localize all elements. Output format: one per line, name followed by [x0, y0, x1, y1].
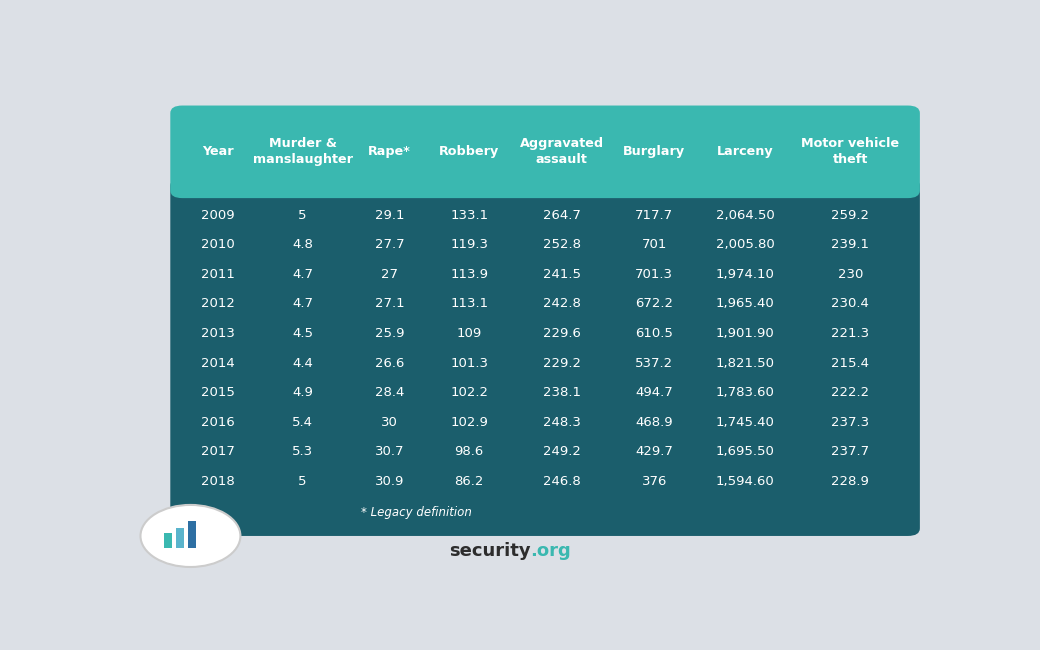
- Text: 228.9: 228.9: [832, 474, 869, 488]
- Text: security: security: [449, 542, 530, 560]
- Text: 2010: 2010: [201, 239, 234, 252]
- Text: 4.9: 4.9: [292, 386, 313, 399]
- Text: Year: Year: [202, 146, 233, 159]
- Text: 2017: 2017: [201, 445, 234, 458]
- Text: 2015: 2015: [201, 386, 234, 399]
- Text: Burglary: Burglary: [623, 146, 685, 159]
- Text: 1,901.90: 1,901.90: [716, 327, 775, 340]
- Text: 264.7: 264.7: [543, 209, 580, 222]
- Text: 2013: 2013: [201, 327, 234, 340]
- Text: 2012: 2012: [201, 298, 234, 311]
- FancyBboxPatch shape: [171, 105, 920, 198]
- Text: 701: 701: [642, 239, 667, 252]
- Text: 1,821.50: 1,821.50: [716, 357, 775, 370]
- Text: 1,695.50: 1,695.50: [716, 445, 775, 458]
- Text: 98.6: 98.6: [454, 445, 484, 458]
- Text: 2,064.50: 2,064.50: [716, 209, 775, 222]
- Text: 26.6: 26.6: [375, 357, 405, 370]
- Circle shape: [140, 505, 240, 567]
- Text: 4.4: 4.4: [292, 357, 313, 370]
- Text: 2009: 2009: [201, 209, 234, 222]
- Text: 27.1: 27.1: [374, 298, 405, 311]
- Text: 2018: 2018: [201, 474, 234, 488]
- Text: 237.3: 237.3: [831, 415, 869, 428]
- Text: 5: 5: [298, 474, 307, 488]
- Text: 101.3: 101.3: [450, 357, 488, 370]
- Text: 237.7: 237.7: [831, 445, 869, 458]
- Text: 29.1: 29.1: [374, 209, 405, 222]
- Text: Robbery: Robbery: [439, 146, 499, 159]
- Text: 238.1: 238.1: [543, 386, 580, 399]
- Text: 28.4: 28.4: [375, 386, 405, 399]
- Text: 239.1: 239.1: [831, 239, 869, 252]
- Text: 229.6: 229.6: [543, 327, 580, 340]
- Text: 221.3: 221.3: [831, 327, 869, 340]
- Text: 4.7: 4.7: [292, 268, 313, 281]
- Text: 241.5: 241.5: [543, 268, 580, 281]
- Text: .org: .org: [530, 542, 571, 560]
- Text: 2016: 2016: [201, 415, 234, 428]
- Text: 1,745.40: 1,745.40: [716, 415, 775, 428]
- Text: 1,965.40: 1,965.40: [716, 298, 775, 311]
- Text: 5: 5: [298, 209, 307, 222]
- Text: 468.9: 468.9: [635, 415, 673, 428]
- Text: 230: 230: [838, 268, 863, 281]
- Text: 242.8: 242.8: [543, 298, 580, 311]
- Text: 30.9: 30.9: [375, 474, 405, 488]
- Text: 119.3: 119.3: [450, 239, 488, 252]
- Text: 27.7: 27.7: [374, 239, 405, 252]
- Text: 27: 27: [381, 268, 398, 281]
- Text: 252.8: 252.8: [543, 239, 580, 252]
- Text: Rape*: Rape*: [368, 146, 411, 159]
- Text: 246.8: 246.8: [543, 474, 580, 488]
- Text: 25.9: 25.9: [374, 327, 405, 340]
- Text: 4.8: 4.8: [292, 239, 313, 252]
- Text: 229.2: 229.2: [543, 357, 580, 370]
- Bar: [176, 528, 184, 549]
- Text: 1,783.60: 1,783.60: [716, 386, 775, 399]
- Text: Aggravated
assault: Aggravated assault: [520, 137, 604, 166]
- Text: 30: 30: [382, 415, 398, 428]
- Text: 610.5: 610.5: [635, 327, 673, 340]
- FancyBboxPatch shape: [171, 178, 920, 536]
- Text: 672.2: 672.2: [635, 298, 673, 311]
- Text: 376: 376: [642, 474, 667, 488]
- Text: 109: 109: [457, 327, 482, 340]
- Text: Larceny: Larceny: [717, 146, 774, 159]
- Text: * Legacy definition: * Legacy definition: [361, 506, 471, 519]
- Text: 5.4: 5.4: [292, 415, 313, 428]
- Text: 86.2: 86.2: [454, 474, 484, 488]
- Text: 4.5: 4.5: [292, 327, 313, 340]
- Text: 2,005.80: 2,005.80: [716, 239, 775, 252]
- Text: 215.4: 215.4: [831, 357, 869, 370]
- Bar: [164, 534, 172, 549]
- Text: 133.1: 133.1: [450, 209, 489, 222]
- Bar: [188, 521, 197, 549]
- Text: Murder &
manslaughter: Murder & manslaughter: [253, 137, 353, 166]
- Text: 102.9: 102.9: [450, 415, 488, 428]
- Text: 1,974.10: 1,974.10: [716, 268, 775, 281]
- Text: 30.7: 30.7: [374, 445, 405, 458]
- Text: 494.7: 494.7: [635, 386, 673, 399]
- Text: 701.3: 701.3: [635, 268, 673, 281]
- Text: 2011: 2011: [201, 268, 234, 281]
- Text: 249.2: 249.2: [543, 445, 580, 458]
- Text: 259.2: 259.2: [831, 209, 869, 222]
- Text: 4.7: 4.7: [292, 298, 313, 311]
- Text: 717.7: 717.7: [635, 209, 673, 222]
- Text: 113.9: 113.9: [450, 268, 488, 281]
- Text: 102.2: 102.2: [450, 386, 488, 399]
- Text: 222.2: 222.2: [831, 386, 869, 399]
- Text: 230.4: 230.4: [832, 298, 869, 311]
- Text: 5.3: 5.3: [292, 445, 313, 458]
- Text: 429.7: 429.7: [635, 445, 673, 458]
- Text: Motor vehicle
theft: Motor vehicle theft: [802, 137, 900, 166]
- Text: 537.2: 537.2: [635, 357, 673, 370]
- Text: 1,594.60: 1,594.60: [716, 474, 775, 488]
- Text: 2014: 2014: [201, 357, 234, 370]
- Text: 248.3: 248.3: [543, 415, 580, 428]
- Text: 113.1: 113.1: [450, 298, 489, 311]
